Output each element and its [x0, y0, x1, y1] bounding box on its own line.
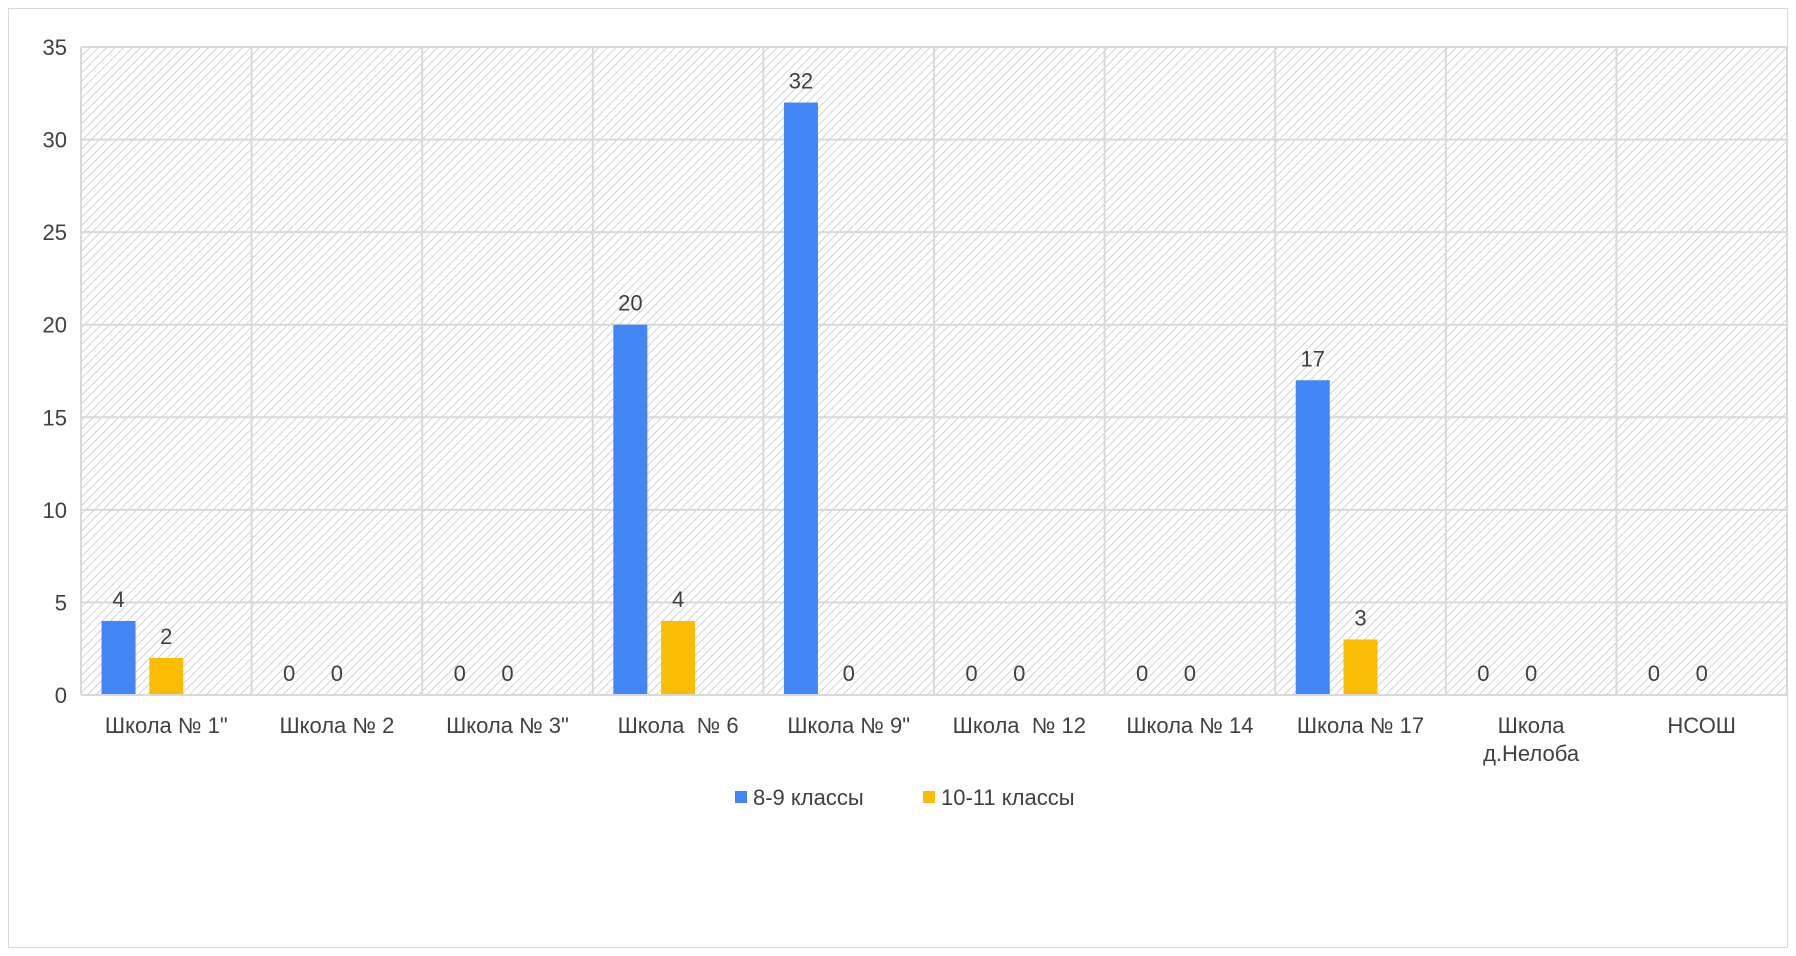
data-label: 3	[1354, 605, 1366, 630]
y-tick-label: 20	[43, 313, 67, 338]
legend-swatch	[923, 791, 935, 803]
data-label: 0	[843, 661, 855, 686]
data-label: 0	[1184, 661, 1196, 686]
data-label: 0	[1696, 661, 1708, 686]
data-label: 0	[454, 661, 466, 686]
bar-10-11	[149, 657, 184, 695]
data-label: 2	[160, 624, 172, 649]
bar-8-9	[1295, 380, 1330, 695]
data-label: 4	[672, 587, 684, 612]
y-tick-label: 5	[55, 590, 67, 615]
x-category-label: Школа № 6	[618, 713, 739, 738]
bar-8-9	[783, 102, 818, 696]
x-category-label: д.Нелоба	[1483, 741, 1580, 766]
data-label: 20	[618, 291, 642, 316]
x-category-label: Школа	[1498, 713, 1566, 738]
x-category-label: Школа № 2	[279, 713, 394, 738]
data-label: 0	[1013, 661, 1025, 686]
data-label: 0	[965, 661, 977, 686]
bar-10-11	[1343, 639, 1378, 695]
y-tick-label: 15	[43, 405, 67, 430]
x-category-label: Школа № 3"	[446, 713, 569, 738]
y-tick-label: 35	[43, 35, 67, 60]
bars	[101, 102, 1378, 696]
data-label: 32	[789, 69, 813, 94]
legend: 8-9 классы 10-11 классы	[735, 785, 1075, 810]
x-category-label: НСОШ	[1667, 713, 1736, 738]
y-tick-label: 30	[43, 128, 67, 153]
legend-swatch	[735, 791, 747, 803]
x-category-label: Школа № 14	[1126, 713, 1253, 738]
data-label: 0	[1136, 661, 1148, 686]
y-tick-label: 25	[43, 220, 67, 245]
data-label: 4	[112, 587, 124, 612]
bar-8-9	[101, 620, 136, 695]
data-label: 0	[283, 661, 295, 686]
x-category-label: Школа № 9"	[787, 713, 910, 738]
bar-8-9	[613, 324, 648, 695]
legend-label: 10-11 классы	[941, 785, 1075, 810]
x-axis: Школа № 1" Школа № 2 Школа № 3" Школа № 6 Шк…	[81, 694, 1787, 766]
x-category-label: Школа № 1"	[105, 713, 228, 738]
data-label: 0	[1648, 661, 1660, 686]
data-label: 0	[501, 661, 513, 686]
data-label: 0	[331, 661, 343, 686]
x-category-label: Школа № 17	[1297, 713, 1424, 738]
x-category-label: Школа № 12	[953, 713, 1086, 738]
data-label: 0	[1525, 661, 1537, 686]
data-label: 0	[1477, 661, 1489, 686]
chart-frame: 0 5 10 15 20 25 30 35 4 0 0 20 32 0 0 17 0 0 2 0 0 4 0 0 0 3 0 0 Ш…	[8, 8, 1788, 948]
bar-10-11	[661, 620, 696, 695]
y-tick-label: 10	[43, 498, 67, 523]
legend-label: 8-9 классы	[753, 785, 864, 810]
y-axis: 0 5 10 15 20 25 30 35	[43, 35, 67, 708]
gridlines	[80, 46, 1788, 696]
y-tick-label: 0	[55, 683, 67, 708]
data-label: 17	[1300, 346, 1324, 371]
